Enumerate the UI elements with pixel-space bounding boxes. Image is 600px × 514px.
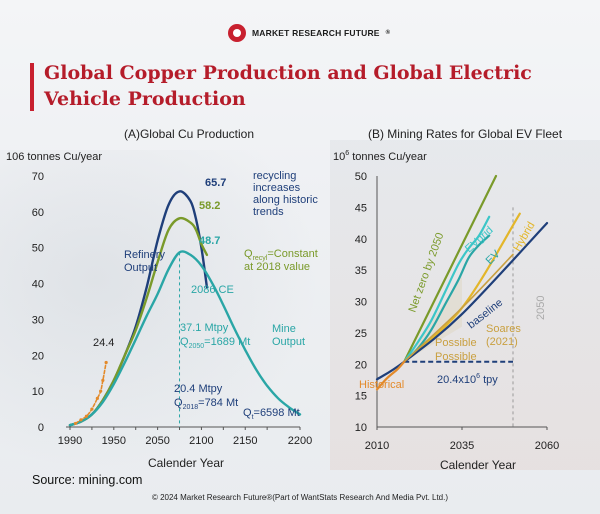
chart-a-historical-point bbox=[101, 378, 105, 382]
chart-a-ytick: 50 bbox=[32, 243, 44, 255]
chart-b-ytick: 15 bbox=[355, 391, 367, 403]
chart-b-historical-label: Historical bbox=[359, 379, 404, 391]
brand-mark-icon bbox=[228, 24, 246, 42]
chart-a-historical-point bbox=[104, 360, 108, 365]
chart-a-historical-point bbox=[84, 414, 89, 418]
chart-a-ytick: 30 bbox=[32, 314, 44, 326]
chart-b-possible-2: Possible bbox=[435, 351, 477, 363]
chart-b-ytick: 20 bbox=[355, 359, 367, 371]
page-title: Global Copper Production and Global Elec… bbox=[44, 62, 532, 110]
chart-a-historical-point bbox=[79, 418, 83, 422]
chart-a-xtick: 2150 bbox=[233, 435, 257, 447]
chart-a-mine-output-line bbox=[68, 250, 302, 427]
chart-a-historical-point bbox=[95, 396, 99, 400]
chart-a-ytick: 0 bbox=[38, 422, 44, 434]
chart-b-2050-label: 2050 bbox=[535, 296, 547, 320]
chart-a-xlabel: Calender Year bbox=[148, 456, 224, 470]
chart-b-title: (B) Mining Rates for Global EV Fleet bbox=[368, 127, 563, 141]
chart-a-historical-point bbox=[99, 389, 103, 393]
chart-a-historical-point bbox=[73, 421, 78, 426]
chart-a-historical-point bbox=[90, 407, 94, 411]
chart-a-peak-mine-label: 48.7 bbox=[199, 235, 220, 247]
chart-a-qt-label: Qt=6598 Mt bbox=[243, 407, 300, 421]
chart-a-xtick: 1950 bbox=[102, 435, 126, 447]
chart-b-net-zero-line bbox=[403, 174, 498, 363]
chart-b-xtick: 2035 bbox=[450, 440, 474, 452]
chart-b-xtick: 2010 bbox=[365, 440, 389, 452]
chart-a-refinery-label: Refinery Output bbox=[124, 249, 165, 274]
chart-a-xtick: 1990 bbox=[58, 435, 82, 447]
chart-b-soares-label: Soares (2021) bbox=[486, 323, 521, 348]
chart-a-recycl-const-line2: at 2018 value bbox=[244, 261, 310, 273]
chart-a-peak-recycl-label: 58.2 bbox=[199, 200, 220, 212]
chart-b-ytick: 10 bbox=[355, 422, 367, 434]
title-accent-bar bbox=[30, 63, 34, 111]
chart-b-xtick: 2060 bbox=[535, 440, 559, 452]
chart-b-ytick: 35 bbox=[355, 265, 367, 277]
chart-a-xtick: 2100 bbox=[189, 435, 213, 447]
chart-b-ytick: 40 bbox=[355, 234, 367, 246]
brand-name: MARKET RESEARCH FUTURE bbox=[252, 28, 380, 38]
chart-a-ytick: 20 bbox=[32, 350, 44, 362]
chart-a-recycling-note: recycling increases along historic trends bbox=[253, 170, 318, 218]
chart-a-mine-label: Mine Output bbox=[272, 323, 305, 348]
chart-b-ytick: 45 bbox=[355, 202, 367, 214]
chart-b-ylabel: 106 tonnes Cu/year bbox=[333, 150, 427, 163]
chart-b-ytick: 25 bbox=[355, 328, 367, 340]
chart-b-historical-line-b bbox=[375, 360, 406, 391]
chart-a-title: (A)Global Cu Production bbox=[124, 127, 254, 141]
chart-b-ev-label: EV bbox=[484, 248, 503, 267]
chart-a-q2018-label: Q2018=784 Mt bbox=[174, 397, 238, 411]
chart-b-possible-1: Possible bbox=[435, 337, 477, 349]
chart-a-ytick: 10 bbox=[32, 386, 44, 398]
chart-a-recycl-const-label: Qrecyl=Constant bbox=[244, 248, 318, 262]
chart-b-evgrid-line bbox=[403, 215, 491, 363]
chart-b-xlabel: Calender Year bbox=[440, 458, 516, 472]
chart-b-ytick: 50 bbox=[355, 171, 367, 183]
brand-logo: MARKET RESEARCH FUTURE ® bbox=[228, 24, 390, 42]
chart-b-ytick: 30 bbox=[355, 297, 367, 309]
chart-b-tpy-label: 20.4x106 tpy bbox=[437, 373, 498, 386]
source-note: Source: mining.com bbox=[32, 473, 143, 487]
chart-a-peak-ref-label: 65.7 bbox=[205, 177, 226, 189]
chart-b-baseline-line bbox=[375, 222, 549, 381]
chart-a-q2050-label: Q2050=1689 Mt bbox=[180, 336, 250, 350]
chart-a-ytick: 40 bbox=[32, 279, 44, 291]
chart-a-mtpy-371: 37.1 Mtpy bbox=[180, 322, 229, 334]
chart-a-ce-label: 2086 CE bbox=[191, 284, 234, 296]
chart-a-xtick: 2050 bbox=[145, 435, 169, 447]
chart-a-ylabel: 106 tonnes Cu/year bbox=[6, 151, 102, 163]
brand-reg: ® bbox=[385, 30, 391, 36]
chart-a-xtick: 2200 bbox=[288, 435, 312, 447]
chart-a-ytick: 70 bbox=[32, 171, 44, 183]
copyright-footer: © 2024 Market Research Future®(Part of W… bbox=[151, 493, 449, 502]
chart-a-mtpy-204: 20.4 Mtpy bbox=[174, 383, 223, 395]
chart-a-ytick: 60 bbox=[32, 207, 44, 219]
chart-a-v244: 24.4 bbox=[93, 337, 114, 349]
chart-b-soares-line bbox=[403, 253, 514, 363]
